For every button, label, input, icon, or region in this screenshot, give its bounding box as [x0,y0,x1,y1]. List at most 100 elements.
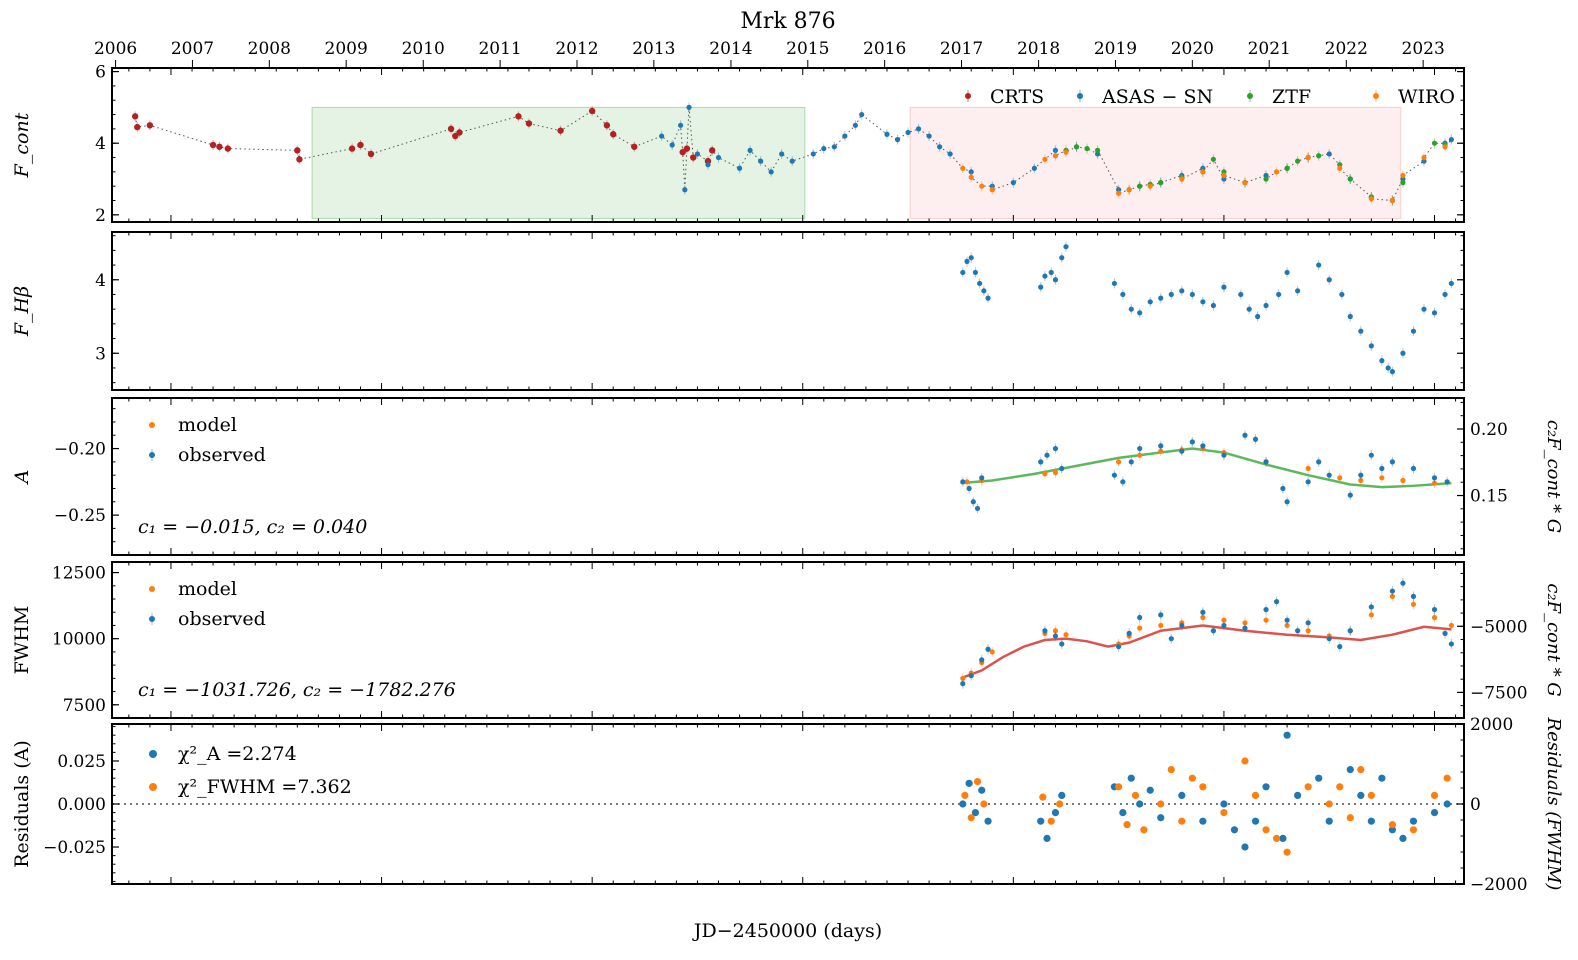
year-tick-label: 2021 [1248,39,1291,59]
year-tick-label: 2013 [632,39,675,59]
data-point [1410,601,1417,607]
legend-label: ZTF [1272,86,1311,108]
data-point [1263,617,1269,623]
data-point [937,144,943,150]
data-point [1168,291,1174,298]
data-point [1131,791,1140,799]
data-point [747,147,753,153]
data-point [1337,165,1343,171]
y-axis-label: F_Hβ [11,286,33,337]
data-point [134,123,141,131]
data-point [715,154,722,161]
data-point [1031,165,1037,171]
legend-marker [149,750,157,758]
data-point [1116,190,1122,196]
right-tick-label: 0 [1470,795,1481,815]
data-point [1052,153,1059,159]
data-point [348,145,356,152]
y-tick-label: 2 [95,206,106,226]
data-point [1295,288,1301,294]
data-point [1336,783,1344,791]
data-point [859,111,865,118]
data-point [1116,187,1122,193]
panel-plot-area [131,102,1454,219]
data-point [1116,459,1122,465]
data-point [1304,783,1312,791]
panel-frame [111,231,1465,391]
data-point [1220,809,1228,817]
data-point [1052,633,1059,639]
data-point [694,151,701,157]
data-point [959,800,967,808]
data-point [1357,765,1365,774]
data-point [708,147,716,154]
data-point [1431,310,1438,316]
data-point [1116,644,1122,650]
data-point [1059,255,1065,261]
y-axis-label: A [11,470,33,486]
data-point [1358,472,1364,478]
data-point [1273,169,1280,175]
y-tick-label: 0.025 [57,752,106,772]
chart-title: Mrk 876 [740,9,835,34]
data-point [968,255,974,261]
data-point [1189,439,1195,445]
data-point [1042,628,1048,634]
legend-label: model [178,578,237,600]
data-point [960,479,966,485]
data-point [1262,826,1270,834]
data-point [1188,774,1196,782]
data-point [357,141,364,149]
data-point [1326,472,1332,478]
data-point [736,165,743,171]
data-point [1120,479,1126,485]
data-point [588,107,596,115]
data-point [968,174,974,180]
data-point [1430,809,1439,817]
y-tick-label: 12500 [52,564,106,584]
data-point [1010,180,1016,186]
data-point [1368,604,1374,610]
data-point [456,129,463,136]
right-tick-label: −7500 [1470,683,1528,703]
data-point [1347,628,1353,634]
y-tick-label: 7500 [63,696,106,716]
data-point [679,148,686,156]
data-point [1210,156,1216,162]
data-point [1052,445,1059,452]
data-point [1158,295,1164,301]
year-tick-label: 2020 [1171,39,1214,59]
data-point [1059,641,1065,647]
y-axis-label: FWHM [11,606,33,675]
panel-plot-area [960,241,1454,377]
data-point [224,145,232,152]
data-point [1400,176,1406,182]
data-point [1242,180,1248,186]
data-point [1137,310,1143,316]
model-curve [960,624,1452,680]
data-point [1200,299,1206,305]
data-point [1137,452,1143,458]
panel-frame [111,723,1465,885]
data-point [1400,350,1406,356]
data-point [1199,783,1207,791]
right-tick-label: 0.15 [1470,487,1508,507]
data-point [1409,817,1418,825]
data-point [972,269,979,276]
data-point [1421,306,1427,312]
legend-label: observed [178,608,266,630]
data-point [1444,479,1450,485]
data-point [447,125,455,133]
data-point [1389,369,1395,375]
data-point [894,137,901,143]
data-point [1389,588,1395,594]
data-point [1123,821,1131,829]
data-point [1442,144,1448,150]
legend-marker [965,93,971,99]
data-point [779,151,785,157]
data-point [1295,628,1301,634]
legend-marker [149,783,157,791]
legend-marker [1373,93,1379,99]
data-point [1128,459,1134,465]
data-point [682,187,688,193]
